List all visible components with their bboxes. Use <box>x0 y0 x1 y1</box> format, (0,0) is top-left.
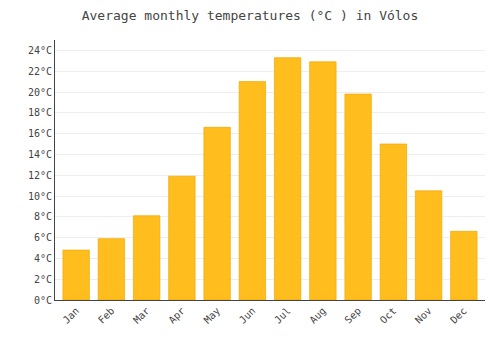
svg-text:Sep: Sep <box>343 305 364 326</box>
svg-text:24°C: 24°C <box>28 45 52 56</box>
svg-text:Mar: Mar <box>131 305 152 326</box>
svg-text:0°C: 0°C <box>34 295 52 306</box>
svg-text:4°C: 4°C <box>34 253 52 264</box>
svg-text:12°C: 12°C <box>28 170 52 181</box>
svg-text:8°C: 8°C <box>34 211 52 222</box>
svg-text:20°C: 20°C <box>28 87 52 98</box>
svg-text:10°C: 10°C <box>28 191 52 202</box>
svg-text:Dec: Dec <box>448 305 469 326</box>
svg-text:Apr: Apr <box>166 305 187 326</box>
svg-text:2°C: 2°C <box>34 274 52 285</box>
svg-text:Jan: Jan <box>61 305 82 326</box>
svg-text:Average monthly temperatures (: Average monthly temperatures (°C ) in Vó… <box>82 8 419 23</box>
svg-text:Aug: Aug <box>307 305 328 326</box>
svg-text:Jun: Jun <box>237 305 258 326</box>
svg-text:6°C: 6°C <box>34 232 52 243</box>
svg-text:16°C: 16°C <box>28 128 52 139</box>
svg-text:22°C: 22°C <box>28 66 52 77</box>
svg-text:Oct: Oct <box>378 305 399 326</box>
svg-text:18°C: 18°C <box>28 107 52 118</box>
svg-text:Jul: Jul <box>272 305 293 326</box>
svg-text:May: May <box>202 305 223 326</box>
svg-text:Nov: Nov <box>413 305 434 326</box>
svg-text:Feb: Feb <box>96 305 117 326</box>
svg-text:14°C: 14°C <box>28 149 52 160</box>
